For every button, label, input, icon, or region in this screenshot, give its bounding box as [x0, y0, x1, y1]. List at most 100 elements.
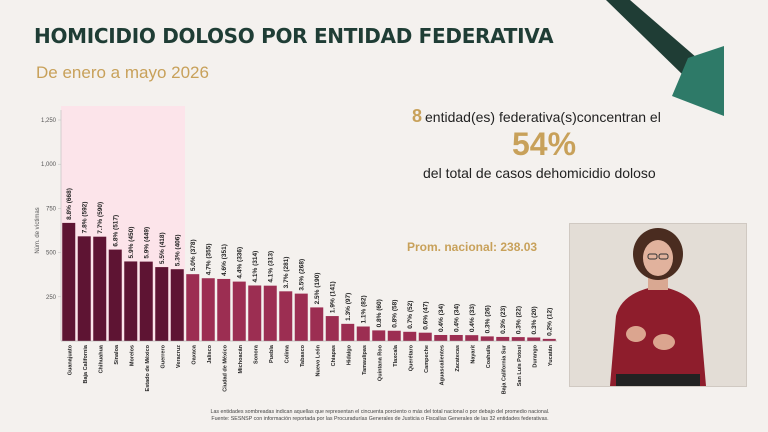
- bar-data-label: 8.8% (668): [66, 188, 73, 220]
- category-label: Tlaxcala: [393, 344, 399, 367]
- category-label: Sonora: [253, 344, 259, 364]
- category-label: Michoacán: [238, 344, 244, 373]
- bar: [372, 330, 386, 341]
- bar: [139, 261, 153, 341]
- y-tick-label: 750: [46, 206, 57, 212]
- bar: [511, 337, 525, 341]
- bar: [279, 291, 293, 341]
- bar-data-label: 4.6% (351): [221, 244, 228, 276]
- bar-data-label: 4.7% (355): [206, 243, 213, 275]
- bar: [403, 331, 417, 341]
- bar: [341, 323, 355, 341]
- bar: [542, 338, 556, 341]
- bar: [356, 326, 370, 341]
- footnote: Las entidades sombreadas indican aquella…: [150, 409, 610, 423]
- category-label: San Luis Potosí: [517, 345, 523, 387]
- bar: [418, 332, 432, 341]
- bar: [465, 335, 479, 341]
- bar-data-label: 7.7% (590): [97, 202, 104, 234]
- sign-language-interpreter-video: [569, 223, 747, 387]
- bar: [170, 269, 184, 341]
- bar: [186, 274, 200, 341]
- bar-data-label: 1.9% (141): [330, 281, 337, 313]
- bar: [310, 307, 324, 341]
- category-label: Hidalgo: [346, 344, 352, 365]
- bar-data-label: 3.5% (268): [299, 259, 306, 291]
- category-label: Quintana Roo: [377, 344, 383, 381]
- y-tick-label: 250: [46, 295, 57, 301]
- bar: [387, 330, 401, 341]
- bar-data-label: 2.5% (190): [314, 273, 321, 305]
- y-tick-label: 500: [46, 251, 57, 257]
- summary-percent: 54%: [512, 126, 577, 162]
- bar-data-label: 4.1% (313): [268, 251, 275, 283]
- y-tick-label: 1,250: [41, 118, 57, 124]
- bar-data-label: 5.3% (406): [175, 234, 182, 266]
- category-label: Tabasco: [300, 344, 306, 367]
- bar-data-label: 0.7% (52): [407, 301, 414, 329]
- average-label: Prom. nacional: 238.03: [407, 240, 538, 254]
- footnote-line2: Fuente: SESNSP con información reportada…: [211, 416, 549, 422]
- category-label: Chiapas: [331, 345, 337, 366]
- bar-data-label: 0.8% (60): [376, 299, 383, 327]
- bar-data-label: 1.3% (97): [345, 293, 352, 321]
- bar-data-label: 4.4% (336): [237, 247, 244, 279]
- category-label: Puebla: [269, 344, 275, 363]
- y-axis-label: Núm. de víctimas: [35, 207, 41, 253]
- category-label: Durango: [532, 344, 538, 367]
- bar: [124, 261, 138, 341]
- bar-data-label: 5.5% (418): [159, 232, 166, 264]
- summary-line1: 8 entidad(es) federativa(s)concentran el: [412, 106, 661, 127]
- category-label: Chihuahua: [98, 344, 104, 373]
- bar-data-label: 3.7% (281): [283, 257, 290, 289]
- category-label: Coahuila: [486, 344, 492, 368]
- bar-data-label: 0.3% (22): [516, 306, 523, 334]
- summary-line1-text: entidad(es) federativa(s)concentran el: [425, 109, 661, 125]
- category-label: Yucatán: [548, 344, 554, 366]
- bar-data-label: 5.0% (378): [190, 239, 197, 271]
- bar-data-label: 0.3% (20): [531, 306, 538, 334]
- bar: [480, 336, 494, 341]
- bar-data-label: 1.1% (82): [361, 295, 368, 323]
- page-title: HOMICIDIO DOLOSO POR ENTIDAD FEDERATIVA: [34, 24, 554, 48]
- interpreter-image: [570, 224, 746, 386]
- trend-down-arrow-icon: [606, 0, 724, 116]
- bar-data-label: 0.3% (23): [500, 306, 507, 334]
- category-label: Tamaulipas: [362, 345, 368, 375]
- bar: [248, 285, 262, 341]
- bar-data-label: 6.8% (517): [113, 215, 120, 247]
- bar-data-label: 0.8% (58): [392, 300, 399, 328]
- summary-line3: del total de casos dehomicidio doloso: [423, 165, 656, 181]
- bar-data-label: 0.4% (34): [454, 304, 461, 332]
- bar: [108, 249, 122, 341]
- category-label: Sinaloa: [114, 344, 120, 365]
- bar: [325, 316, 339, 341]
- summary-count: 8: [412, 106, 423, 126]
- category-label: Campeche: [424, 345, 430, 373]
- bar: [155, 267, 169, 341]
- category-label: Baja California: [83, 344, 89, 383]
- bar-data-label: 0.2% (12): [547, 308, 554, 336]
- category-label: Nuevo León: [315, 344, 321, 376]
- category-label: Querétaro: [408, 344, 414, 371]
- bar-data-label: 0.4% (33): [469, 304, 476, 332]
- bar-data-label: 0.4% (34): [438, 304, 445, 332]
- bar: [496, 336, 510, 341]
- bar: [62, 222, 76, 341]
- category-label: Estado de México: [145, 344, 151, 391]
- bar: [449, 334, 463, 341]
- bar-data-label: 5.9% (449): [144, 227, 151, 259]
- footnote-line1: Las entidades sombreadas indican aquella…: [210, 409, 550, 415]
- category-label: Morelos: [129, 345, 135, 366]
- bar: [93, 236, 107, 341]
- bar: [527, 337, 541, 341]
- bar-chart: 250 500 750 1,000 1,250 Núm. de víctimas 8.8% …: [35, 106, 557, 394]
- bar-data-label: 0.6% (47): [423, 302, 430, 330]
- category-label: Jalisco: [207, 344, 213, 363]
- category-label: Baja California Sur: [501, 344, 507, 394]
- category-label: Oaxaca: [191, 344, 197, 365]
- bar: [263, 285, 277, 341]
- bar: [294, 293, 308, 341]
- bar-data-label: 7.8% (592): [82, 202, 89, 234]
- bar: [232, 281, 246, 341]
